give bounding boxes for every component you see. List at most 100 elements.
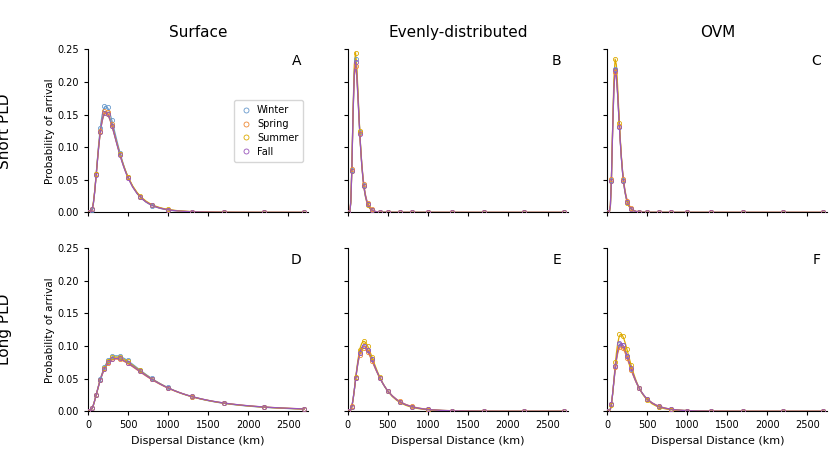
- Winter: [103, 104, 113, 110]
- Summer: [618, 333, 628, 338]
- Summer: [706, 210, 717, 215]
- Fall: [627, 206, 637, 212]
- Winter: [115, 353, 125, 359]
- Winter: [559, 210, 569, 215]
- Summer: [299, 406, 309, 412]
- Winter: [654, 210, 664, 215]
- Spring: [706, 210, 717, 215]
- Spring: [779, 210, 789, 215]
- Summer: [423, 407, 433, 413]
- Winter: [260, 210, 270, 215]
- Summer: [395, 400, 405, 405]
- Fall: [103, 111, 113, 117]
- Spring: [447, 210, 457, 215]
- Summer: [219, 400, 229, 406]
- Winter: [367, 207, 377, 213]
- Winter: [383, 210, 393, 215]
- Summer: [738, 408, 748, 414]
- Winter: [627, 206, 637, 212]
- Winter: [147, 376, 157, 381]
- Line: Fall: Fall: [346, 344, 566, 413]
- Fall: [779, 408, 789, 414]
- Winter: [818, 408, 828, 414]
- Spring: [347, 166, 357, 172]
- Fall: [423, 210, 433, 215]
- Summer: [299, 210, 309, 215]
- Line: Spring: Spring: [87, 357, 307, 413]
- Winter: [363, 348, 373, 353]
- Summer: [611, 56, 621, 62]
- Spring: [92, 392, 102, 398]
- Winter: [115, 150, 125, 156]
- Line: Winter: Winter: [606, 67, 826, 214]
- Spring: [618, 176, 628, 181]
- Spring: [187, 394, 197, 399]
- Spring: [115, 356, 125, 362]
- Winter: [779, 408, 789, 414]
- Spring: [395, 399, 405, 404]
- Fall: [135, 368, 145, 374]
- Winter: [343, 210, 353, 215]
- Summer: [479, 210, 489, 215]
- Spring: [363, 349, 373, 355]
- Fall: [367, 207, 377, 213]
- Winter: [654, 404, 664, 409]
- Winter: [343, 408, 353, 414]
- Spring: [447, 408, 457, 414]
- Summer: [363, 202, 373, 208]
- Winter: [818, 210, 828, 215]
- Y-axis label: Probability of arrival: Probability of arrival: [45, 277, 55, 383]
- Fall: [654, 404, 664, 409]
- Winter: [354, 350, 365, 356]
- X-axis label: Dispersal Distance (km): Dispersal Distance (km): [651, 436, 785, 446]
- Winter: [395, 399, 405, 405]
- Summer: [779, 408, 789, 414]
- Fall: [354, 350, 365, 356]
- Winter: [347, 167, 357, 172]
- Winter: [643, 396, 653, 402]
- Text: Short PLD: Short PLD: [0, 93, 12, 169]
- Summer: [407, 404, 417, 410]
- Fall: [351, 375, 361, 381]
- Fall: [299, 210, 309, 215]
- Line: Spring: Spring: [346, 346, 566, 413]
- Fall: [779, 210, 789, 215]
- Line: Spring: Spring: [606, 70, 826, 214]
- Summer: [614, 120, 624, 126]
- Fall: [447, 210, 457, 215]
- Winter: [738, 210, 748, 215]
- Fall: [383, 210, 393, 215]
- Spring: [611, 70, 621, 75]
- Fall: [395, 210, 405, 215]
- Fall: [147, 376, 157, 382]
- Spring: [123, 174, 134, 180]
- Fall: [606, 178, 617, 183]
- Winter: [634, 385, 644, 391]
- Fall: [260, 404, 270, 410]
- Spring: [87, 405, 97, 411]
- Fall: [738, 408, 748, 414]
- Summer: [147, 202, 157, 207]
- Summer: [123, 174, 134, 180]
- Fall: [479, 210, 489, 215]
- Winter: [519, 210, 529, 215]
- Spring: [359, 345, 369, 351]
- Fall: [115, 152, 125, 158]
- Summer: [618, 178, 628, 184]
- Winter: [602, 210, 612, 215]
- Fall: [614, 125, 624, 130]
- Spring: [163, 207, 173, 212]
- Spring: [559, 210, 569, 215]
- Fall: [147, 203, 157, 208]
- Summer: [347, 168, 357, 173]
- Spring: [260, 210, 270, 215]
- Winter: [375, 375, 385, 381]
- Summer: [367, 354, 377, 360]
- Summer: [447, 408, 457, 414]
- Winter: [359, 343, 369, 349]
- Winter: [447, 408, 457, 414]
- Spring: [354, 130, 365, 136]
- Spring: [634, 209, 644, 215]
- Winter: [83, 408, 93, 414]
- Spring: [260, 404, 270, 410]
